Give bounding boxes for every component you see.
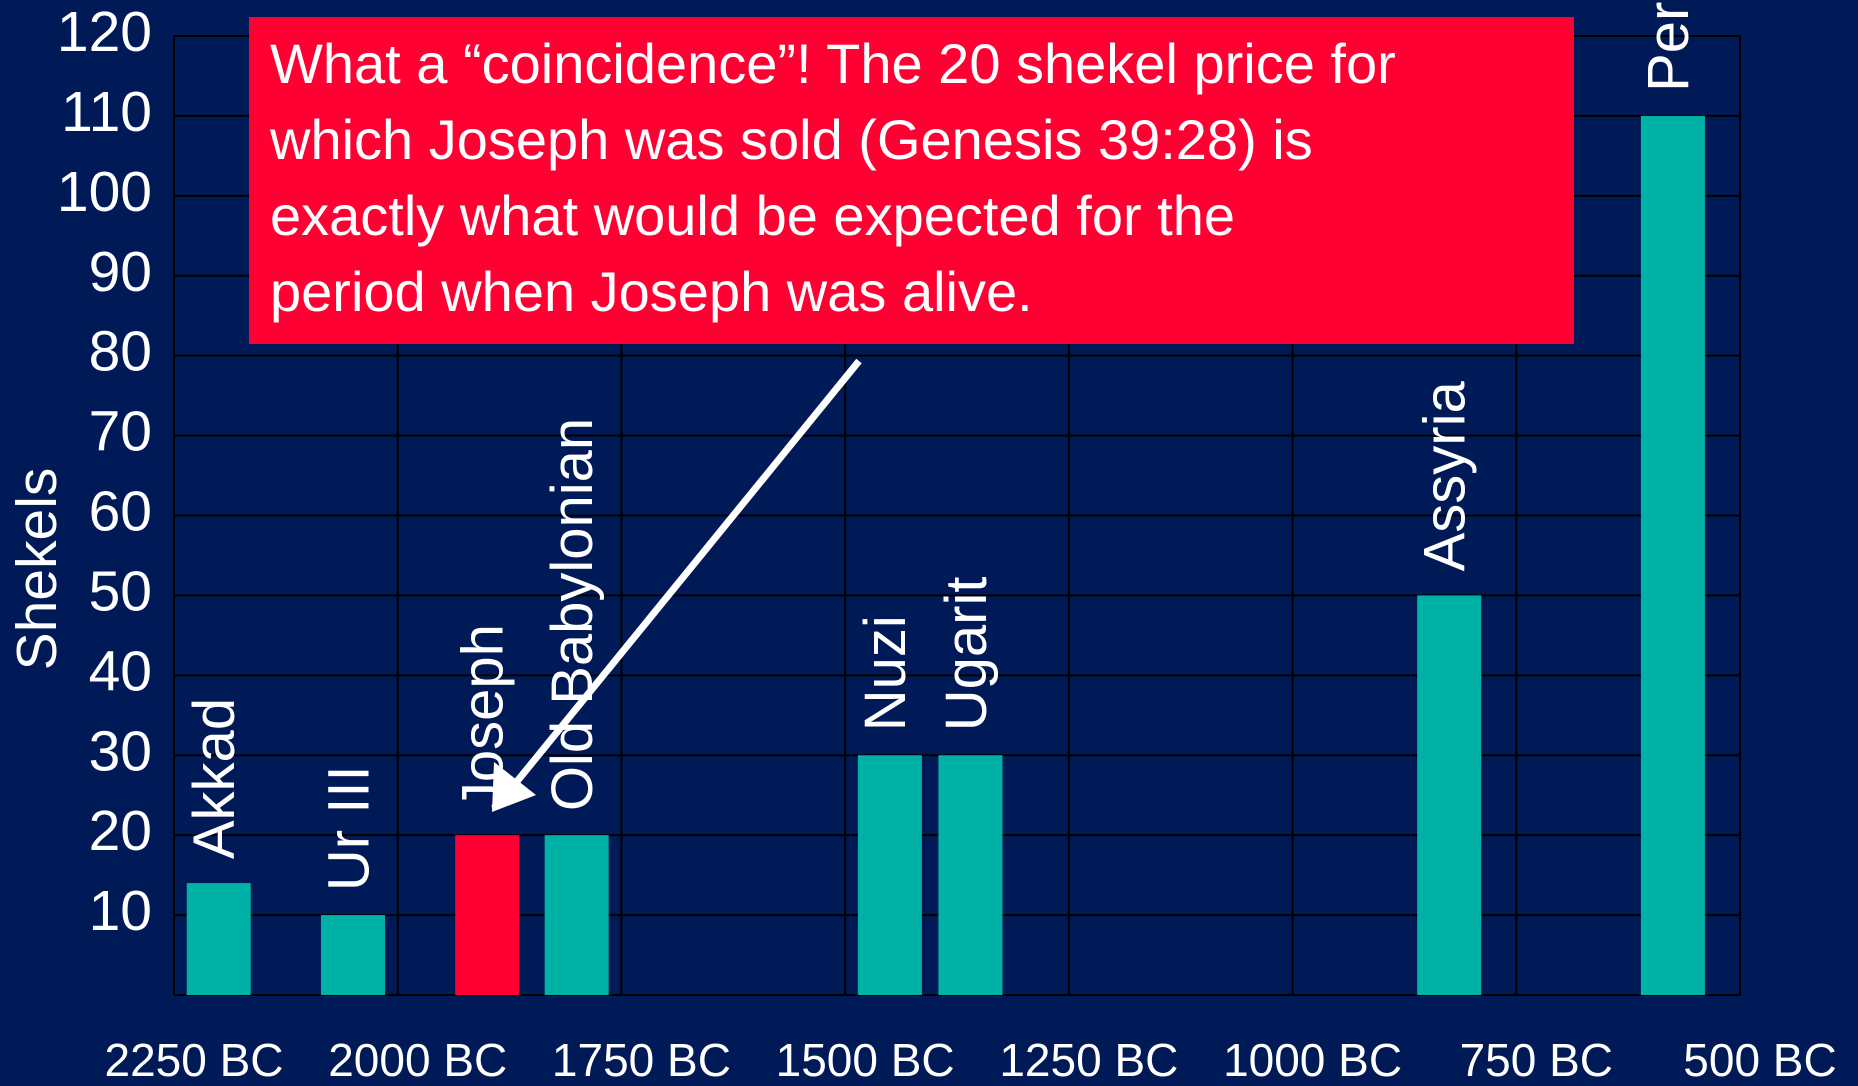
annotation-text: period when Joseph was alive. [270,260,1033,323]
arrow-head [492,762,536,812]
bar-label: Akkad [182,698,247,859]
bar [1417,595,1482,995]
bar [938,755,1003,995]
y-tick-label: 70 [89,400,152,464]
x-tick-label: 1750 BC [552,1034,731,1086]
bar-label: Assyria [1412,381,1477,572]
annotation: What a “coincidence”! The 20 shekel pric… [269,32,1396,323]
bar [1640,115,1705,995]
y-tick-label: 60 [89,480,152,544]
y-tick-label: 10 [89,879,152,943]
x-tick-label: 1250 BC [999,1034,1178,1086]
bar [455,835,520,995]
y-tick-label: 110 [61,80,152,144]
bar-label: Nuzi [853,615,918,731]
annotation-box [249,17,1574,344]
annotation-text: What a “coincidence”! The 20 shekel pric… [270,32,1396,95]
bar [320,915,385,995]
x-tick-label: 1000 BC [1223,1034,1402,1086]
bar [857,755,922,995]
y-tick-label: 50 [89,559,152,623]
y-tick-label: 30 [89,719,152,783]
y-tick-label: 120 [57,0,152,64]
y-tick-label: 100 [57,160,152,224]
y-axis-title: Shekels [5,468,69,671]
bar-label: Ugarit [934,577,999,732]
x-tick-label: 750 BC [1460,1034,1613,1086]
y-tick-label: 40 [89,639,152,703]
bar-label: Ur III [316,765,381,891]
x-tick-label: 1500 BC [776,1034,955,1086]
y-tick-label: 80 [89,320,152,384]
arrow [492,358,862,812]
bar [544,835,609,995]
y-tick-label: 90 [89,240,152,304]
bar-label: Old Babylonian [540,418,605,811]
arrow-shaft [507,358,862,793]
plot-area: 10 20 30 40 50 60 70 80 90 100 110 120 2250 BC 2000 B… [57,0,1837,1086]
annotation-text: exactly what would be expected for the [270,184,1235,247]
x-tick-label: 2000 BC [328,1034,507,1086]
annotation-text: which Joseph was sold (Genesis 39:28) is [269,108,1313,171]
bar-label: Persia [1636,0,1701,92]
y-tick-label: 20 [89,799,152,863]
x-tick-label: 500 BC [1683,1034,1836,1086]
x-tick-label: 2250 BC [104,1034,283,1086]
bar [186,883,251,995]
